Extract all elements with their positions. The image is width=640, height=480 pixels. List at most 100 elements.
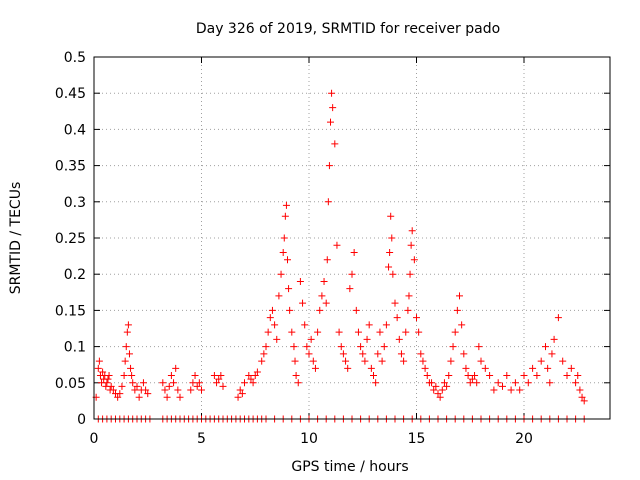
data-point: [376, 328, 384, 336]
data-point: [266, 314, 274, 322]
data-point: [275, 292, 283, 300]
data-point: [339, 350, 347, 358]
data-point: [499, 382, 506, 390]
data-point: [107, 382, 115, 390]
data-point: [118, 382, 126, 390]
data-point: [447, 357, 455, 365]
data-point: [99, 368, 107, 376]
data-point: [165, 382, 173, 390]
data-point: [365, 321, 373, 329]
data-point: [285, 285, 293, 293]
data-point: [299, 299, 307, 307]
data-point: [503, 372, 511, 380]
y-tick-label: 0.2: [64, 267, 86, 283]
data-point: [144, 390, 152, 398]
data-point: [393, 314, 401, 322]
data-point: [121, 357, 129, 365]
data-point: [374, 350, 382, 358]
data-point: [135, 393, 143, 401]
data-point: [271, 321, 279, 329]
data-point: [253, 368, 261, 376]
data-point: [329, 104, 337, 112]
data-point: [370, 372, 377, 380]
data-point: [346, 285, 354, 293]
data-point: [395, 335, 403, 343]
data-point: [400, 357, 408, 365]
data-point: [477, 357, 485, 365]
data-point: [410, 256, 418, 264]
data-point: [451, 328, 459, 336]
data-point: [238, 390, 246, 398]
data-point: [288, 328, 296, 336]
data-point: [124, 321, 132, 329]
data-point: [294, 379, 302, 387]
data-point: [524, 379, 532, 387]
data-point: [464, 372, 472, 380]
data-point: [548, 350, 556, 358]
data-point: [291, 357, 299, 365]
data-point: [350, 248, 358, 256]
data-point: [486, 372, 494, 380]
data-point: [104, 375, 112, 383]
data-point: [408, 227, 416, 235]
data-point: [413, 314, 420, 322]
data-point: [114, 393, 122, 401]
data-point: [382, 321, 390, 329]
data-point: [286, 306, 294, 314]
data-point: [511, 379, 519, 387]
data-point: [406, 270, 414, 278]
data-point: [234, 393, 242, 401]
data-point: [258, 357, 266, 365]
data-point: [198, 386, 205, 394]
data-point: [105, 372, 113, 380]
data-point: [318, 292, 326, 300]
data-point: [415, 328, 423, 336]
data-point: [490, 386, 498, 394]
data-point: [316, 306, 324, 314]
data-point: [471, 372, 479, 380]
data-point: [417, 350, 425, 358]
data-point: [405, 292, 413, 300]
data-point: [574, 372, 582, 380]
data-point: [163, 393, 171, 401]
data-point: [187, 386, 195, 394]
data-point: [578, 393, 586, 401]
data-point: [402, 328, 410, 336]
data-point: [195, 379, 203, 387]
data-point: [131, 386, 139, 394]
data-point: [533, 372, 541, 380]
x-tick-label: 20: [515, 431, 533, 447]
data-point: [388, 234, 396, 242]
data-point: [103, 379, 111, 387]
data-point: [572, 379, 580, 387]
data-point: [128, 372, 136, 380]
data-point: [279, 248, 287, 256]
data-point: [280, 234, 288, 242]
x-tick-label: 0: [90, 431, 99, 447]
data-point: [210, 372, 218, 380]
data-point: [385, 263, 393, 271]
data-point: [363, 335, 371, 343]
data-point: [386, 248, 394, 256]
data-point: [172, 364, 180, 372]
data-point: [133, 382, 141, 390]
data-point: [219, 382, 227, 390]
data-point: [245, 372, 253, 380]
y-tick-label: 0.3: [64, 195, 86, 211]
data-point: [170, 379, 178, 387]
data-point: [380, 343, 388, 351]
data-point: [333, 241, 341, 249]
data-point: [554, 314, 562, 322]
data-point: [453, 306, 461, 314]
data-point: [580, 397, 588, 405]
data-point: [367, 364, 375, 372]
data-point: [344, 364, 352, 372]
data-point: [284, 256, 291, 264]
data-point: [277, 270, 285, 278]
data-point: [352, 306, 360, 314]
data-point: [428, 379, 436, 387]
data-point: [449, 343, 457, 351]
y-axis-label: SRMTID / TECUs: [8, 182, 24, 295]
data-point: [440, 379, 448, 387]
